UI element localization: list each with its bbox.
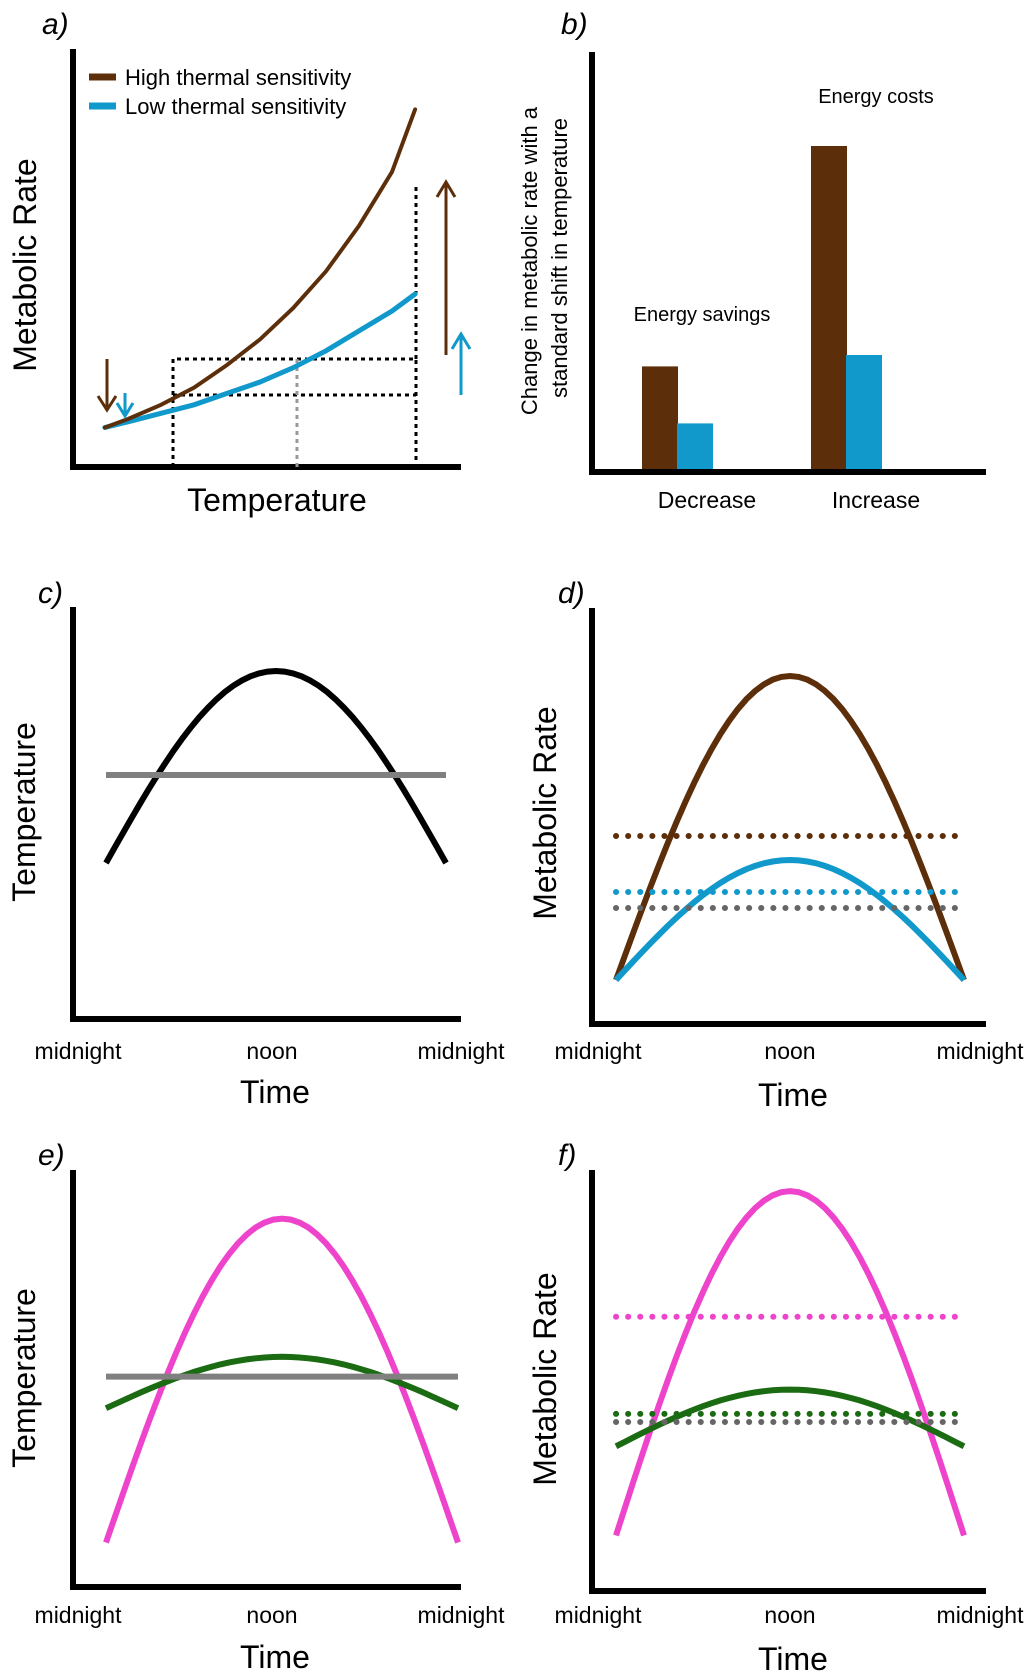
category-label-decrease: Decrease [658,487,756,513]
panel-d: d) Metabolic Rate midnight noon midnight… [527,577,1024,1113]
xtick-c-0: midnight [35,1038,123,1064]
series-line-d-0 [613,672,967,982]
ylabel-d: Metabolic Rate [527,706,563,919]
xtick-c-2: midnight [418,1038,506,1064]
xtick-f-1: noon [764,1602,815,1628]
series-f [613,1188,967,1537]
xlabel-c: Time [240,1074,310,1110]
bar-decrease-high [642,366,678,469]
panel-f: f) Metabolic Rate midnight noon midnight… [527,1139,1024,1677]
arrow-down-high [96,359,118,413]
xtick-e-0: midnight [35,1602,123,1628]
series-line-e-0 [103,1215,461,1544]
bar-increase-high [811,146,847,469]
annotation-energy-costs: Energy costs [818,86,934,108]
dotted-guides-a [171,185,418,467]
xtick-d-2: midnight [937,1038,1025,1064]
panel-label-f: f) [558,1139,576,1172]
legend-label-low: Low thermal sensitivity [125,94,346,119]
ylabel-b-line1: Change in metabolic rate with a [517,106,542,415]
xtick-e-2: midnight [418,1602,506,1628]
legend-label-high: High thermal sensitivity [125,65,351,90]
annotation-energy-savings: Energy savings [634,304,771,326]
curve-low-sensitivity [102,291,418,430]
series-line-e-1 [104,1353,460,1411]
ylabel-e: Temperature [6,1288,42,1468]
panel-label-b: b) [561,8,588,41]
series-line-c-0 [103,667,449,865]
axes-a [70,49,461,470]
xtick-f-0: midnight [555,1602,643,1628]
arrow-up-high [435,179,457,355]
panel-a: a) Metabolic Rate Temperature High therm… [7,8,472,518]
xtick-d-0: midnight [555,1038,643,1064]
xlabel-a: Temperature [187,482,367,518]
xtick-e-1: noon [246,1602,297,1628]
ylabel-b: Change in metabolic rate with a standard… [517,101,572,415]
panel-label-d: d) [558,577,585,610]
bar-increase-low [846,355,882,469]
bar-decrease-low [677,423,713,469]
ylabel-c: Temperature [6,722,42,902]
xtick-f-2: midnight [937,1602,1025,1628]
series-line-f-1 [614,1386,966,1449]
arrow-down-low [115,393,135,419]
panel-label-e: e) [38,1139,65,1172]
series-d [613,672,967,983]
series-c [103,667,449,865]
panel-c: c) Temperature midnight noon midnight Ti… [6,577,505,1110]
xlabel-d: Time [758,1077,828,1113]
series-line-d-1 [613,856,967,983]
panel-label-a: a) [42,8,69,41]
xtick-d-1: noon [764,1038,815,1064]
bars-b [642,146,882,469]
curve-high-sensitivity [102,107,418,430]
axes-e [70,1170,461,1590]
axes-d [589,608,986,1027]
ylabel-f: Metabolic Rate [527,1272,563,1485]
xlabel-e: Time [240,1639,310,1675]
arrow-up-low [450,331,472,395]
xlabel-f: Time [758,1641,828,1677]
axes-b [589,52,986,475]
ylabel-b-line2: standard shift in temperature [547,118,572,398]
ylabel-a: Metabolic Rate [7,158,43,371]
axes-f [589,1170,986,1594]
panel-e: e) Temperature midnight noon midnight Ti… [6,1139,505,1675]
axes-c [70,607,461,1022]
category-label-increase: Increase [832,487,920,513]
series-e [103,1215,461,1544]
panel-label-c: c) [38,577,63,610]
panel-b: b) Change in metabolic rate with a stand… [517,8,986,513]
xtick-c-1: noon [246,1038,297,1064]
series-line-f-0 [613,1188,967,1537]
